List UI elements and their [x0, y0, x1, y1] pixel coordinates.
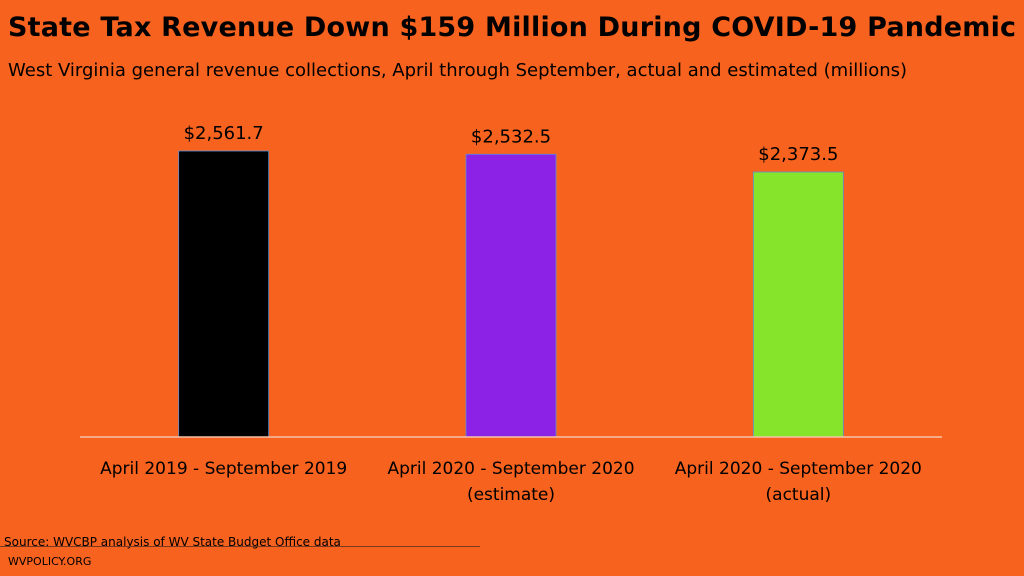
bar-1: [178, 150, 270, 438]
category-label-3: April 2020 - September 2020: [675, 459, 922, 479]
bar-2: [465, 153, 557, 438]
source-note: Source: WVCBP analysis of WV State Budge…: [4, 535, 341, 549]
source-divider: [0, 546, 480, 547]
category-label-2: April 2020 - September 2020: [387, 459, 634, 479]
category-label-2-note: (estimate): [467, 485, 555, 505]
data-label-1: $2,561.7: [184, 123, 264, 144]
category-label-3-note: (actual): [766, 485, 832, 505]
bar-3: [752, 171, 844, 438]
chart-title: State Tax Revenue Down $159 Million Duri…: [8, 12, 1017, 43]
site-credit: WVPOLICY.ORG: [8, 555, 92, 568]
category-label-1: April 2019 - September 2019: [100, 459, 347, 479]
data-label-2: $2,532.5: [471, 126, 551, 147]
data-label-3: $2,373.5: [758, 144, 838, 165]
chart-subtitle: West Virginia general revenue collection…: [8, 60, 908, 81]
